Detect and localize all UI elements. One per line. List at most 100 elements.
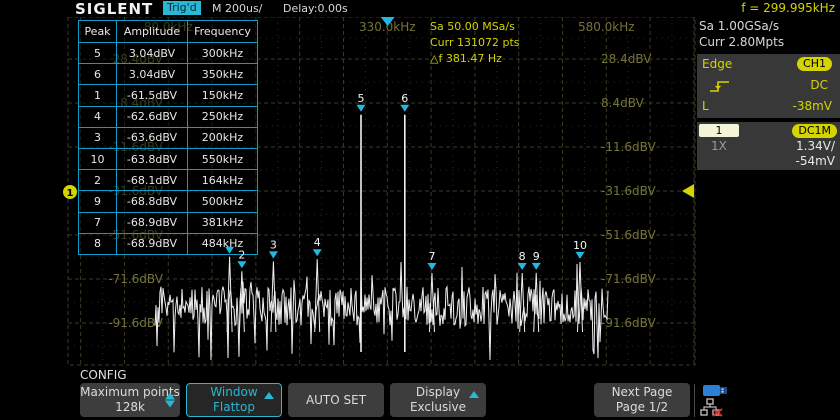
acquisition-sample-rate: Sa 1.00GSa/s <box>699 19 780 33</box>
peak-table-cell: 250kHz <box>188 107 257 128</box>
peak-table-cell: -68.9dBV <box>117 233 188 255</box>
peak-table-cell: 2 <box>79 170 117 192</box>
peak-table-cell: 550kHz <box>188 149 257 171</box>
menu-button-line1: Display <box>415 385 461 399</box>
arrow-updown-icon <box>165 392 175 408</box>
trigger-status-badge: Trig'd <box>163 1 201 15</box>
menu-separator <box>694 384 695 417</box>
menu-button-line1: Window <box>210 385 258 399</box>
menu-button-window[interactable]: Window Flattop <box>186 383 282 417</box>
peak-table-cell: 5 <box>79 43 117 65</box>
fft-peak-spike <box>533 272 540 333</box>
peak-table-cell: 381kHz <box>188 213 257 234</box>
y-axis-label-left: -71.6dBV <box>108 272 164 286</box>
menu-button-next-page[interactable]: Next Page Page 1/2 <box>594 383 690 417</box>
acquisition-points: Curr 2.80Mpts <box>699 35 785 49</box>
menu-button-line2: 128k <box>115 400 145 414</box>
fft-delta-f: △f 381.47 Hz <box>430 52 502 65</box>
fft-info-block: Sa 50.00 MSa/s Curr 131072 pts △f 381.47… <box>430 19 520 67</box>
fft-peak-spike <box>238 271 245 333</box>
siglent-logo: SIGLENT <box>75 0 154 18</box>
peak-table-cell: -62.6dBV <box>117 106 188 128</box>
trigger-mode-label: Edge <box>702 57 733 71</box>
peak-table-cell: -68.9dBV <box>117 212 188 234</box>
peak-table-cell: -63.6dBV <box>117 127 188 149</box>
peak-table-cell: -63.8dBV <box>117 148 188 171</box>
rising-edge-icon <box>710 81 729 92</box>
peak-table-cell: -68.8dBV <box>117 191 188 213</box>
peak-table-cell: -61.5dBV <box>117 85 188 107</box>
peak-table-header-cell: Amplitude <box>117 21 188 43</box>
fft-peak-spike <box>428 273 435 333</box>
peak-table-cell: 164kHz <box>188 170 257 192</box>
channel-coupling-badge: DC1M <box>792 124 837 138</box>
peak-table-cell: 3.04dBV <box>117 64 188 86</box>
menu-button-line1: Maximum points <box>80 385 180 399</box>
lan-disconnected-icon <box>700 398 723 417</box>
peak-table: Peak Amplitude Frequency 5 3.04dBV 300kHz 6 3.0… <box>78 20 258 255</box>
y-axis-label-right: 8.4dBV <box>601 96 645 110</box>
x-axis-label: 580.0kHz <box>578 20 635 34</box>
menu-button-display[interactable]: Display Exclusive <box>390 383 486 417</box>
peak-table-cell: 350kHz <box>188 64 257 86</box>
peak-table-cell: 3 <box>79 127 117 149</box>
menu-button-line1: AUTO SET <box>305 392 367 407</box>
peak-table-cell: 4 <box>79 106 117 128</box>
fft-peak-spike <box>577 261 583 333</box>
menu-title: CONFIG <box>80 368 127 382</box>
fft-noise-trace <box>154 261 609 361</box>
menu-button-auto-set[interactable]: AUTO SET <box>288 383 384 417</box>
trigger-coupling-value: DC <box>810 78 828 92</box>
menu-button-line1: Next Page <box>611 385 673 399</box>
fft-points: Curr 131072 pts <box>430 36 520 49</box>
arrow-up-icon <box>264 392 274 399</box>
y-axis-label-left: -91.6dBV <box>108 316 164 330</box>
trigger-source-badge: CH1 <box>797 57 832 71</box>
y-axis-label-right: -31.6dBV <box>601 184 657 198</box>
fft-peak-spike <box>226 256 233 333</box>
x-axis-label: 330.0kHz <box>359 20 416 34</box>
bottom-menu-bar: CONFIG Maximum points 128k Window Flattop AU… <box>0 366 840 420</box>
peak-table-cell: 484kHz <box>188 234 257 255</box>
peak-table-cell: 8 <box>79 233 117 255</box>
y-axis-label-right: 28.4dBV <box>601 52 652 66</box>
channel-panel: 1 DC1M 1X 1.34V/ -54mV <box>697 122 840 170</box>
y-axis-label-right: -71.6dBV <box>601 272 657 286</box>
peak-table-cell: 300kHz <box>188 43 257 65</box>
y-axis-label-right: -11.6dBV <box>601 140 657 154</box>
channel-number-badge: 1 <box>699 124 739 137</box>
delay-readout: Delay:0.00s <box>283 2 348 15</box>
y-axis-label-right: -91.6dBV <box>601 316 657 330</box>
peak-table-header-cell: Peak <box>79 21 117 43</box>
peak-table-cell: -68.1dBV <box>117 170 188 192</box>
peak-table-cell: 3.04dBV <box>117 43 188 65</box>
peak-table-cell: 500kHz <box>188 191 257 213</box>
trigger-level-label: L <box>702 99 709 113</box>
fft-peak-spike <box>314 259 321 333</box>
peak-table-cell: 7 <box>79 212 117 234</box>
peak-table-cell: 6 <box>79 64 117 86</box>
fft-sample-rate: Sa 50.00 MSa/s <box>430 20 515 33</box>
top-status-bar: SIGLENT Trig'd M 200us/ Delay:0.00s f = … <box>0 0 840 18</box>
channel-probe-value: 1X <box>711 139 727 153</box>
peak-table-header-cell: Frequency <box>188 21 257 43</box>
menu-button-line2: Exclusive <box>409 400 467 414</box>
menu-button-maximum-points[interactable]: Maximum points 128k <box>80 383 180 417</box>
fft-peak-spike <box>519 273 526 333</box>
peak-table-cell: 9 <box>79 191 117 213</box>
peak-table-cell: 1 <box>79 85 117 107</box>
timebase-readout: M 200us/ <box>212 2 263 15</box>
fft-peak-spike <box>270 261 277 333</box>
channel-offset-value: -54mV <box>795 154 836 168</box>
menu-button-line2: Page 1/2 <box>615 400 669 414</box>
y-axis-label-right: -51.6dBV <box>601 228 657 242</box>
menu-button-line2: Flattop <box>213 400 255 414</box>
trigger-level-value: -38mV <box>792 99 833 113</box>
trigger-panel: Edge CH1 DC L -38mV <box>697 54 840 118</box>
peak-table-cell: 10 <box>79 148 117 171</box>
peak-table-cell: 150kHz <box>188 85 257 107</box>
frequency-counter-readout: f = 299.995kHz <box>741 1 835 15</box>
channel-scale-value: 1.34V/ <box>796 139 835 153</box>
arrow-up-icon <box>469 391 479 398</box>
